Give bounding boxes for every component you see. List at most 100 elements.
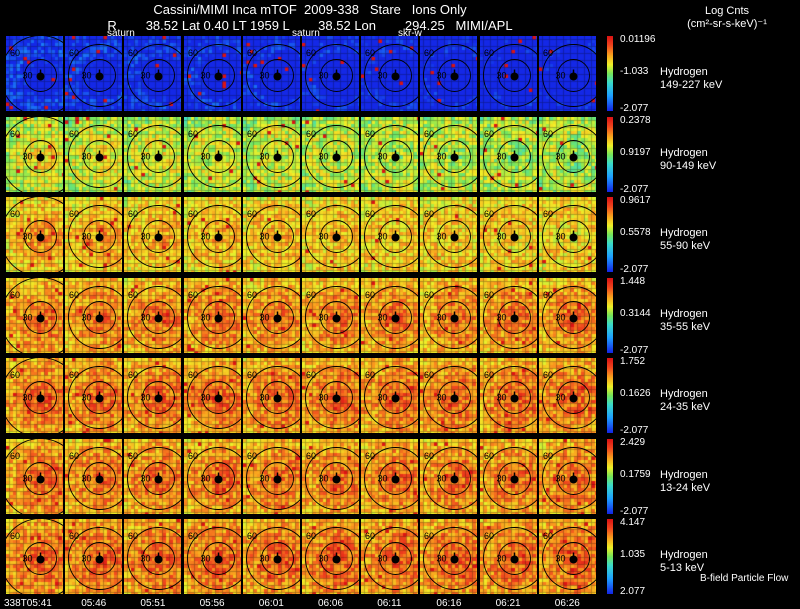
contour-label-60: 60 xyxy=(484,209,494,219)
contour-overlay: 60 30 xyxy=(6,116,63,192)
contour-overlay: 60 30 xyxy=(541,446,596,510)
contour-60 xyxy=(364,44,419,107)
species-name: Hydrogen xyxy=(660,227,708,239)
intensity-map xyxy=(65,277,123,353)
contour-label-30: 30 xyxy=(437,473,447,483)
contour-30 xyxy=(201,139,235,173)
species-name: Hydrogen xyxy=(660,307,708,320)
image-panel: 60 30 xyxy=(538,116,596,192)
intensity-map xyxy=(479,358,537,433)
contour-60 xyxy=(68,44,123,107)
image-panel: 60 30 xyxy=(183,277,241,353)
intensity-map xyxy=(302,36,359,111)
contour-label-30: 30 xyxy=(378,312,388,322)
image-panel: 60 30 xyxy=(242,519,300,594)
planet-marker xyxy=(273,314,282,322)
image-panel: 60 30 xyxy=(302,36,359,111)
planet-marker xyxy=(36,233,45,242)
image-panel: 60 30 xyxy=(242,277,300,353)
contour-60 xyxy=(541,285,596,349)
planet-marker xyxy=(154,555,163,564)
planet-marker xyxy=(95,153,104,161)
contour-30 xyxy=(201,300,235,334)
contour-label-60: 60 xyxy=(424,129,434,139)
contour-label-60: 60 xyxy=(543,370,553,380)
contour-30 xyxy=(201,461,235,495)
contour-60 xyxy=(482,205,537,268)
planet-marker xyxy=(510,394,519,403)
contour-label-30: 30 xyxy=(200,473,210,483)
colorbar-max: 0.2378 xyxy=(620,114,651,126)
contour-60 xyxy=(423,527,478,590)
intensity-map xyxy=(6,116,63,192)
contour-overlay: 60 30 xyxy=(364,44,419,107)
contour-overlay: 60 30 xyxy=(245,44,300,107)
contour-label-60: 60 xyxy=(424,370,434,380)
planet-marker xyxy=(36,153,45,161)
contour-label-60: 60 xyxy=(69,48,79,58)
contour-label-60: 60 xyxy=(247,209,257,219)
contour-overlay: 60 30 xyxy=(423,366,478,429)
image-panel: 60 30 xyxy=(420,277,478,353)
contour-overlay: 60 30 xyxy=(541,44,596,107)
contour-60 xyxy=(305,44,359,107)
contour-label-30: 30 xyxy=(378,232,388,242)
contour-label-30: 30 xyxy=(378,71,388,81)
planet-marker xyxy=(332,555,341,564)
contour-overlay: 60 30 xyxy=(68,285,123,349)
contour-overlay: 60 30 xyxy=(245,124,300,188)
image-panel: 60 30 xyxy=(183,358,241,433)
image-panel: 60 30 xyxy=(124,36,182,111)
intensity-map xyxy=(65,358,123,433)
colorbar xyxy=(607,277,613,353)
contour-30 xyxy=(201,59,235,92)
contour-label-30: 30 xyxy=(437,312,447,322)
image-panel: 60 30 xyxy=(302,519,359,594)
contour-overlay: 60 30 xyxy=(423,446,478,510)
contour-30 xyxy=(83,139,117,173)
intensity-map xyxy=(6,358,63,433)
contour-label-30: 30 xyxy=(82,71,92,81)
contour-30 xyxy=(556,381,590,414)
contour-label-60: 60 xyxy=(424,209,434,219)
contour-label-30: 30 xyxy=(496,232,506,242)
planet-marker xyxy=(273,555,282,564)
contour-overlay: 60 30 xyxy=(482,124,537,188)
contour-30 xyxy=(83,542,117,575)
contour-overlay: 60 30 xyxy=(186,124,241,188)
contour-30 xyxy=(556,461,590,495)
contour-30 xyxy=(320,220,353,253)
image-panel: 60 30 xyxy=(6,519,63,594)
contour-label-30: 30 xyxy=(437,71,447,81)
species-label: Hydrogen 24-35 keV xyxy=(660,388,710,414)
contour-label-30: 30 xyxy=(23,473,33,483)
contour-label-30: 30 xyxy=(259,71,269,81)
time-tick: 338T05:41 xyxy=(4,598,52,609)
contour-60 xyxy=(186,205,241,268)
contour-60 xyxy=(305,205,359,268)
contour-label-60: 60 xyxy=(365,129,375,139)
contour-60 xyxy=(68,285,123,349)
intensity-map xyxy=(65,438,123,514)
contour-60 xyxy=(541,446,596,510)
contour-label-60: 60 xyxy=(543,531,553,541)
contour-60 xyxy=(186,446,241,510)
contour-label-30: 30 xyxy=(378,473,388,483)
image-panel: 60 30 xyxy=(479,36,537,111)
image-panel: 60 30 xyxy=(538,36,596,111)
contour-label-30: 30 xyxy=(141,232,151,242)
contour-30 xyxy=(142,542,176,575)
intensity-map xyxy=(242,277,300,353)
image-panel: 60 30 xyxy=(65,197,123,272)
contour-label-60: 60 xyxy=(424,451,434,461)
time-tick: 06:26 xyxy=(554,598,580,609)
contour-label-30: 30 xyxy=(23,393,33,403)
contour-overlay: 60 30 xyxy=(127,285,182,349)
contour-label-60: 60 xyxy=(69,531,79,541)
contour-overlay: 60 30 xyxy=(305,527,359,590)
contour-overlay: 60 30 xyxy=(68,366,123,429)
image-panel: 60 30 xyxy=(183,197,241,272)
intensity-map xyxy=(361,36,419,111)
contour-overlay: 60 30 xyxy=(423,124,478,188)
contour-60 xyxy=(482,446,537,510)
